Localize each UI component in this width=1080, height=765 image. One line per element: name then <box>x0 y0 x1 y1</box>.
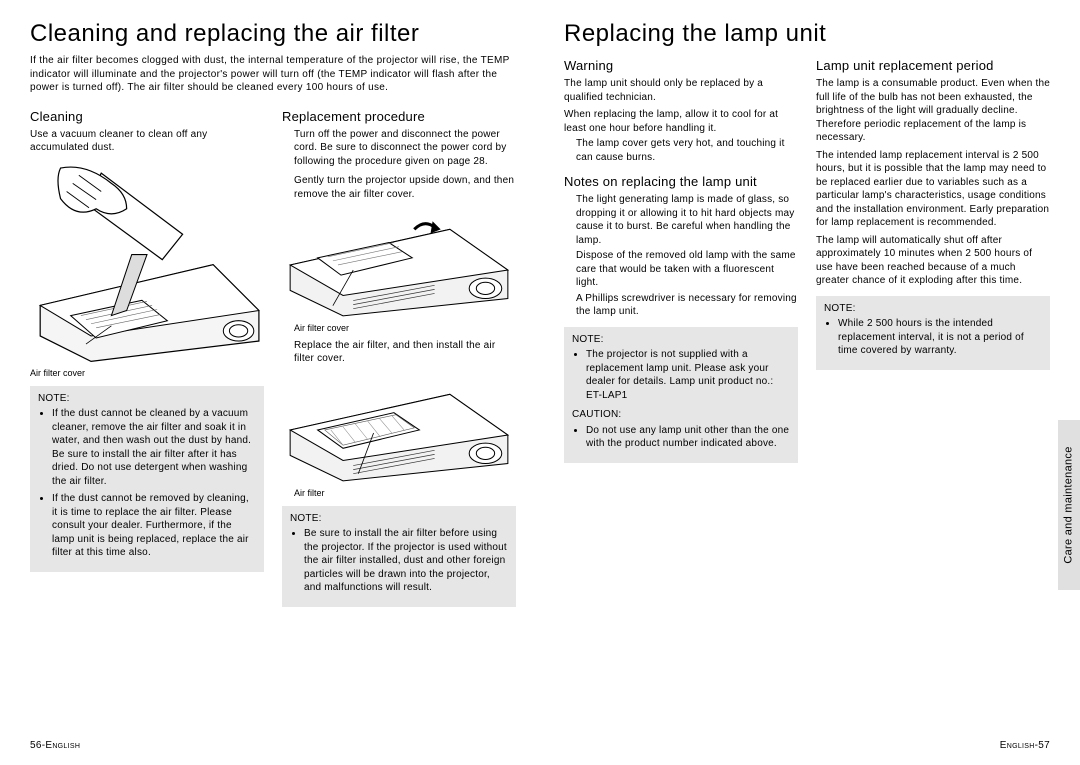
heading-cleaning: Cleaning <box>30 109 264 124</box>
col-period: Lamp unit replacement period The lamp is… <box>816 54 1050 463</box>
lamp-note-3: A Phillips screwdriver is necessary for … <box>564 292 798 319</box>
columns-right: Warning The lamp unit should only be rep… <box>564 54 1050 463</box>
install-filter-illustration <box>282 374 516 486</box>
note-replacement: NOTE: Be sure to install the air filter … <box>282 506 516 607</box>
caption-air-filter: Air filter <box>282 488 516 498</box>
footer-lang-left: English <box>45 740 80 751</box>
note-item: If the dust cannot be cleaned by a vacuu… <box>52 407 256 488</box>
heading-warning: Warning <box>564 58 798 73</box>
caution-item: Do not use any lamp unit other than the … <box>586 424 790 451</box>
section-tab-label: Care and maintenance <box>1063 446 1075 563</box>
page-title-right: Replacing the lamp unit <box>564 20 1050 48</box>
note-heading: NOTE: <box>572 333 790 347</box>
page-title-left: Cleaning and replacing the air filter <box>30 20 516 48</box>
note-item: The projector is not supplied with a rep… <box>586 348 790 402</box>
caution-heading: CAUTION: <box>572 408 790 422</box>
step-1: Turn off the power and disconnect the po… <box>282 128 516 169</box>
page-num-56: 56- <box>30 740 45 751</box>
caption-filter-cover-1: Air filter cover <box>30 368 264 378</box>
vacuum-illustration <box>30 163 264 366</box>
note-item: While 2 500 hours is the intended replac… <box>838 317 1042 358</box>
footer-left: 56-English <box>30 740 80 751</box>
note-item: Be sure to install the air filter before… <box>304 527 508 595</box>
columns-left: Cleaning Use a vacuum cleaner to clean o… <box>30 105 516 607</box>
note-heading: NOTE: <box>38 392 256 406</box>
note-heading: NOTE: <box>290 512 508 526</box>
col-warning: Warning The lamp unit should only be rep… <box>564 54 798 463</box>
page-spread: Cleaning and replacing the air filter If… <box>0 0 1080 765</box>
note-heading: NOTE: <box>824 302 1042 316</box>
note-period: NOTE: While 2 500 hours is the intended … <box>816 296 1050 370</box>
page-57: Replacing the lamp unit Warning The lamp… <box>540 0 1080 765</box>
note-cleaning: NOTE: If the dust cannot be cleaned by a… <box>30 386 264 572</box>
figure-vacuum <box>30 163 264 366</box>
section-tab: Care and maintenance <box>1058 420 1080 590</box>
cleaning-body: Use a vacuum cleaner to clean off any ac… <box>30 128 264 155</box>
figure-remove-cover <box>282 209 516 321</box>
warning-2: When replacing the lamp, allow it to coo… <box>564 108 798 135</box>
figure-install-filter <box>282 374 516 486</box>
period-p3: The lamp will automatically shut off aft… <box>816 234 1050 288</box>
period-p1: The lamp is a consumable product. Even w… <box>816 77 1050 145</box>
col-replacement: Replacement procedure Turn off the power… <box>282 105 516 607</box>
col-cleaning: Cleaning Use a vacuum cleaner to clean o… <box>30 105 264 607</box>
note-lamp-unit: NOTE: The projector is not supplied with… <box>564 327 798 463</box>
step-3: Replace the air filter, and then install… <box>282 339 516 366</box>
footer-right: English-57 <box>1000 740 1050 751</box>
step-2: Gently turn the projector upside down, a… <box>282 174 516 201</box>
period-p2: The intended lamp replacement interval i… <box>816 149 1050 230</box>
heading-period: Lamp unit replacement period <box>816 58 1050 73</box>
warning-2-sub: The lamp cover gets very hot, and touchi… <box>564 137 798 164</box>
heading-replacement: Replacement procedure <box>282 109 516 124</box>
lamp-note-2: Dispose of the removed old lamp with the… <box>564 249 798 290</box>
caption-filter-cover-2: Air filter cover <box>282 323 516 333</box>
page-56: Cleaning and replacing the air filter If… <box>0 0 540 765</box>
lamp-note-1: The light generating lamp is made of gla… <box>564 193 798 247</box>
remove-cover-illustration <box>282 209 516 321</box>
footer-lang-right: English <box>1000 740 1035 751</box>
note-item: If the dust cannot be removed by cleanin… <box>52 492 256 560</box>
heading-notes-lamp: Notes on replacing the lamp unit <box>564 174 798 189</box>
page-num-57: -57 <box>1035 740 1050 751</box>
warning-1: The lamp unit should only be replaced by… <box>564 77 798 104</box>
intro-left: If the air filter becomes clogged with d… <box>30 54 516 95</box>
